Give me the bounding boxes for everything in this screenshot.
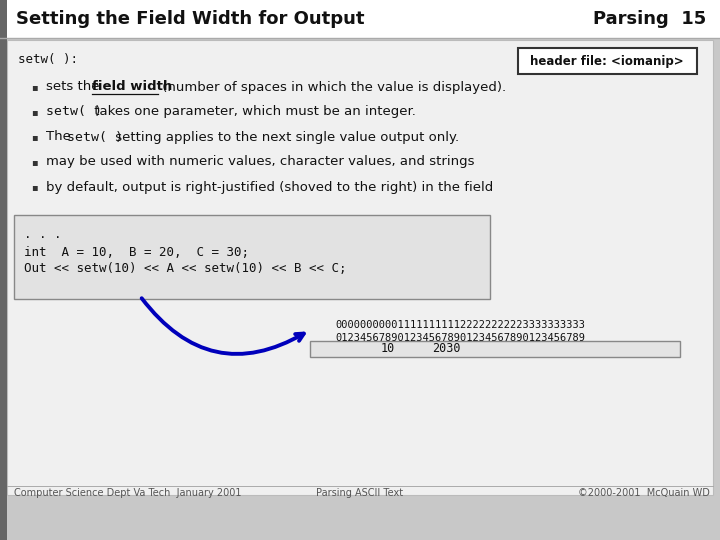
Text: ▪: ▪ — [31, 107, 37, 117]
Text: int  A = 10,  B = 20,  C = 30;: int A = 10, B = 20, C = 30; — [24, 246, 249, 259]
Text: setw( ):: setw( ): — [18, 53, 78, 66]
Text: Parsing  15: Parsing 15 — [593, 10, 706, 28]
FancyBboxPatch shape — [14, 215, 490, 299]
Text: Out << setw(10) << A << setw(10) << B << C;: Out << setw(10) << A << setw(10) << B <<… — [24, 262, 346, 275]
Text: . . .: . . . — [24, 228, 61, 241]
Text: Parsing ASCII Text: Parsing ASCII Text — [316, 488, 404, 498]
Text: takes one parameter, which must be an integer.: takes one parameter, which must be an in… — [90, 105, 416, 118]
Text: Computer Science Dept Va Tech  January 2001: Computer Science Dept Va Tech January 20… — [14, 488, 241, 498]
Bar — [0, 0, 720, 38]
Text: 2030: 2030 — [432, 342, 460, 355]
Text: field width: field width — [92, 80, 173, 93]
Text: setw( ): setw( ) — [66, 131, 122, 144]
Text: 10: 10 — [381, 342, 395, 355]
Text: may be used with numeric values, character values, and strings: may be used with numeric values, charact… — [46, 156, 474, 168]
Text: by default, output is right-justified (shoved to the right) in the field: by default, output is right-justified (s… — [46, 180, 493, 193]
Text: Setting the Field Width for Output: Setting the Field Width for Output — [16, 10, 364, 28]
Text: 0123456789012345678901234567890123456789: 0123456789012345678901234567890123456789 — [335, 333, 585, 343]
Text: ▪: ▪ — [31, 182, 37, 192]
FancyArrowPatch shape — [142, 298, 304, 354]
Text: ▪: ▪ — [31, 157, 37, 167]
Text: 0000000000111111111122222222223333333333: 0000000000111111111122222222223333333333 — [335, 320, 585, 330]
Text: The: The — [46, 131, 75, 144]
Bar — [0, 0, 7, 540]
FancyBboxPatch shape — [518, 48, 697, 74]
Text: ©2000-2001  McQuain WD: ©2000-2001 McQuain WD — [578, 488, 710, 498]
Text: ▪: ▪ — [31, 132, 37, 142]
Text: header file: <iomanip>: header file: <iomanip> — [530, 55, 684, 68]
Text: ▪: ▪ — [31, 82, 37, 92]
Bar — [310, 341, 680, 357]
Text: setw( ): setw( ) — [46, 105, 102, 118]
Text: sets the: sets the — [46, 80, 104, 93]
Bar — [7, 40, 713, 495]
Text: setting applies to the next single value output only.: setting applies to the next single value… — [111, 131, 459, 144]
Text: (number of spaces in which the value is displayed).: (number of spaces in which the value is … — [158, 80, 506, 93]
